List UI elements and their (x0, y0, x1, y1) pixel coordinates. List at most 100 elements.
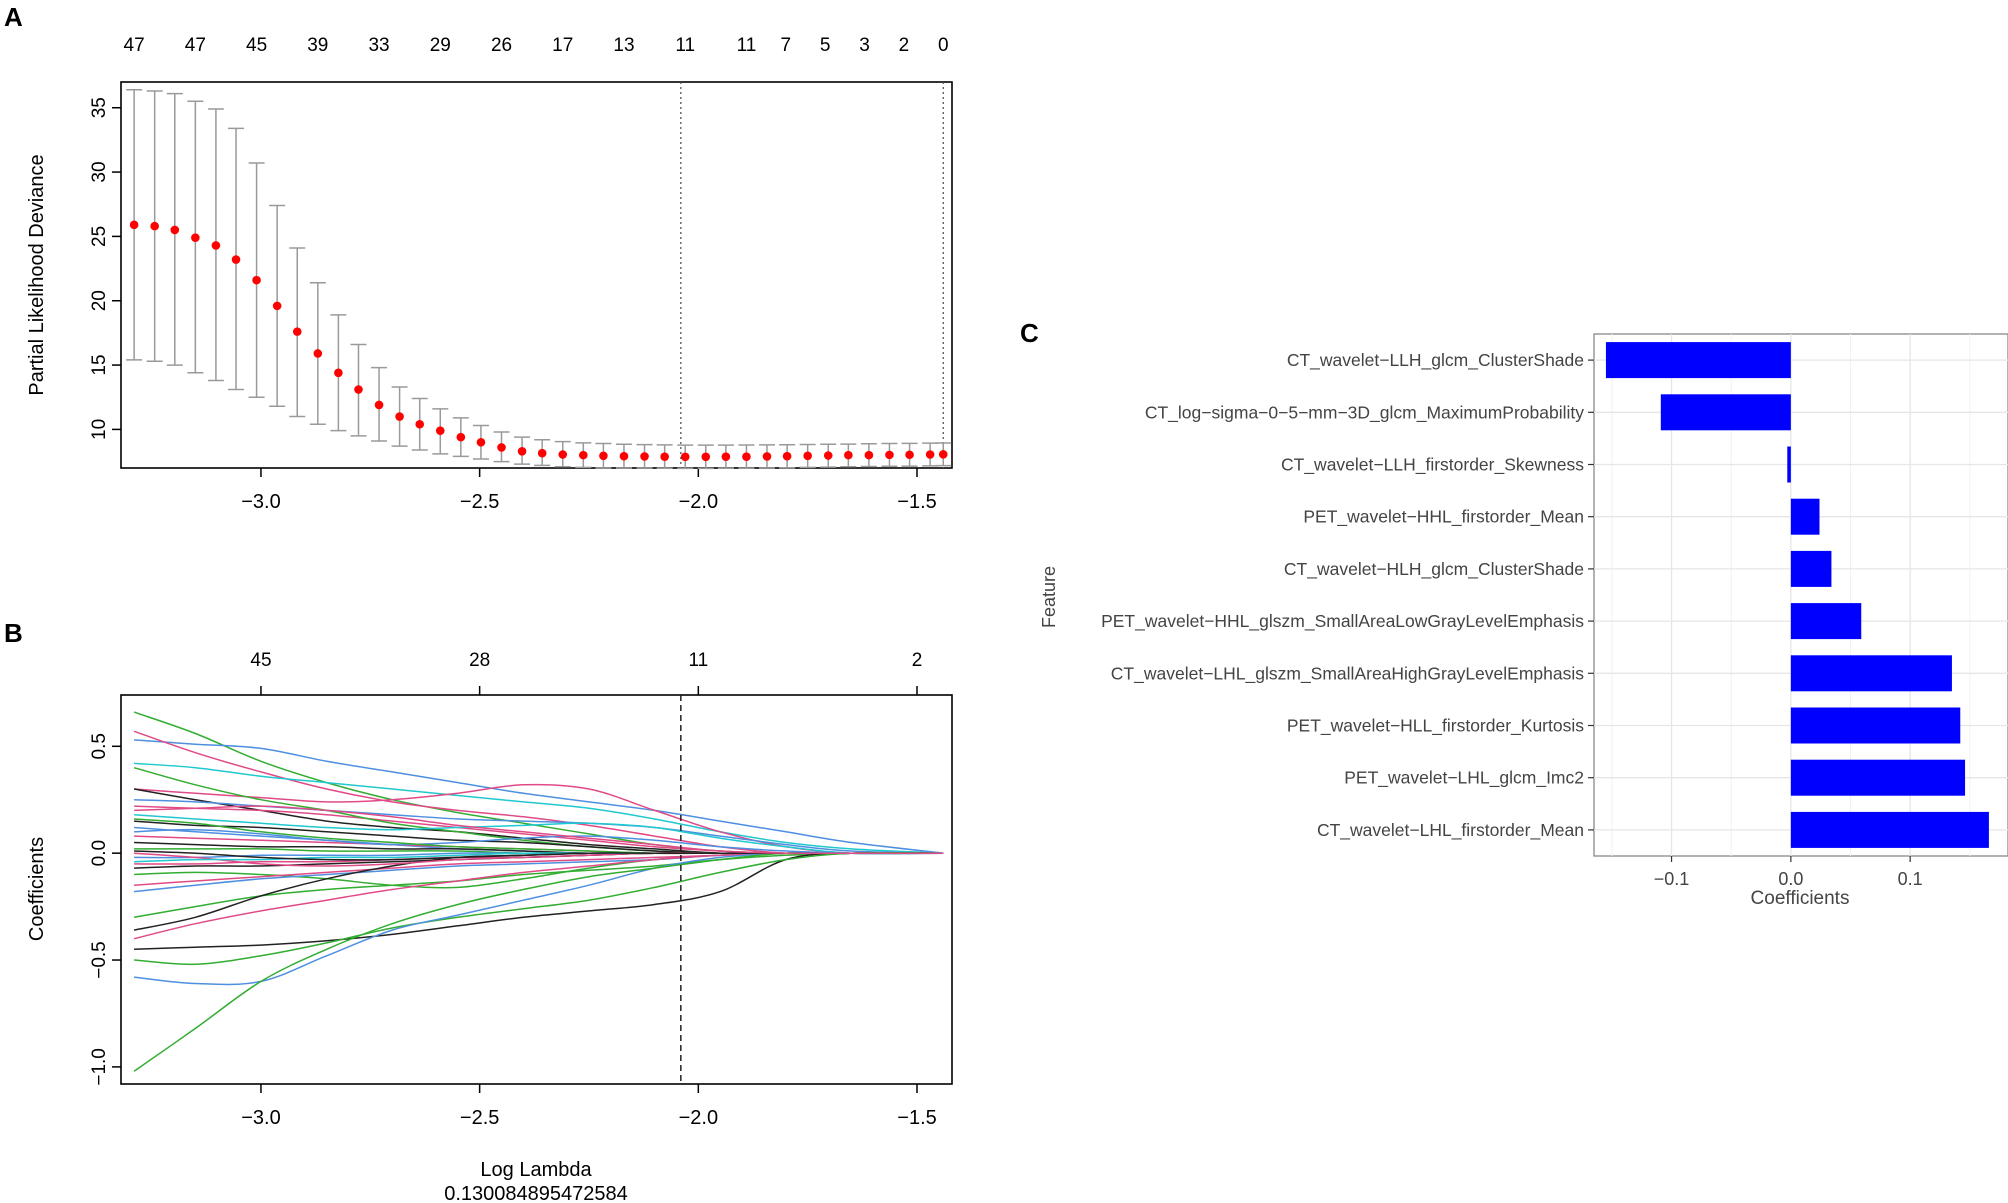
panel-c-ylabel: Feature (1039, 566, 1059, 628)
panel-a-point (150, 221, 159, 231)
panel-a-point (415, 419, 425, 429)
panel-c-bar (1790, 498, 1820, 535)
panel-b-series-line (134, 851, 944, 966)
panel-a-cv-plot: Partial Likelihood Deviance −3.0 −2.5 −2.0… (26, 35, 953, 513)
panel-a-top-count: 7 (781, 35, 792, 56)
panel-a-point (435, 426, 445, 435)
panel-a-point (938, 450, 948, 459)
panel-b-ytick-label: 0.0 (89, 840, 110, 866)
panel-a-point (721, 452, 731, 461)
panel-b-series-line (134, 762, 944, 854)
panel-label-c: C (1020, 318, 1039, 348)
panel-c-bar (1790, 655, 1952, 692)
panel-a-point (191, 233, 200, 242)
panel-a-point (558, 450, 568, 459)
panel-a-top-count: 13 (613, 35, 634, 56)
panel-b-ytick-label: −1.0 (89, 1048, 110, 1086)
panel-a-ytick-label: 25 (89, 226, 110, 247)
panel-a-ytick-label: 35 (89, 97, 110, 118)
panel-c-bar (1790, 550, 1832, 587)
panel-b-xtick-label: −3.0 (241, 1107, 280, 1129)
panel-a-xtick-label: −3.0 (241, 491, 280, 513)
panel-a-top-count: 11 (737, 35, 757, 56)
panel-a-top-count: 3 (859, 35, 870, 56)
panel-a-xtick-label: −1.5 (897, 491, 936, 513)
panel-b-top-count: 11 (688, 650, 708, 671)
panel-c-xlabel: Coefficients (1751, 888, 1850, 909)
panel-a-point (334, 368, 343, 378)
panel-a-top-count: 47 (185, 35, 206, 56)
panel-b-frame (120, 694, 953, 1085)
panel-label-b: B (4, 618, 23, 648)
panel-label-a: A (4, 2, 23, 32)
panel-b-xtick-label: −1.5 (897, 1107, 936, 1129)
panel-a-point (762, 452, 772, 461)
panel-c-xtick-label: 0.0 (1778, 869, 1803, 889)
panel-a-top-count: 5 (820, 35, 831, 56)
panel-c-category-label: PET_wavelet−HHL_glszm_SmallAreaLowGrayLe… (1101, 611, 1584, 632)
panel-c-xtick-label: −0.1 (1654, 869, 1690, 889)
panel-a-point (395, 412, 404, 421)
panel-c-xtick-label: 0.1 (1898, 869, 1923, 889)
panel-b-series-line (134, 805, 944, 855)
panel-a-point (252, 275, 261, 285)
panel-c-bar (1790, 811, 1989, 848)
panel-a-frame (120, 81, 953, 469)
panel-a-top-count: 2 (899, 35, 910, 56)
panel-b-series-line (134, 828, 944, 855)
panel-b-series-line (134, 739, 944, 854)
panel-a-xtick-label: −2.0 (679, 491, 718, 513)
panel-a-point (885, 450, 894, 460)
panel-b-series-line (134, 851, 944, 951)
panel-c-bar (1605, 342, 1791, 379)
panel-b-series-line (133, 711, 944, 855)
panel-a-point (782, 451, 792, 461)
panel-b-series-line (133, 852, 944, 931)
panel-a-ytick-label: 10 (89, 419, 110, 440)
panel-a-ylabel: Partial Likelihood Deviance (26, 154, 48, 395)
panel-b-ylabel: Coefficients (26, 837, 48, 941)
panel-a-point (619, 451, 629, 461)
panel-c-category-label: CT_wavelet−LLH_firstorder_Skewness (1281, 455, 1584, 476)
panel-a-point (701, 452, 711, 462)
panel-c-category-label: PET_wavelet−HLL_firstorder_Kurtosis (1287, 716, 1584, 737)
panel-c-category-label: CT_log−sigma−0−5−mm−3D_glcm_MaximumProba… (1145, 402, 1584, 423)
panel-b-series-line (134, 852, 944, 986)
panel-b-top-count: 45 (250, 650, 271, 671)
panel-a-point (456, 432, 466, 442)
panel-a-point (476, 437, 486, 447)
panel-b-xlabel-lambda: 0.130084895472584 (444, 1183, 628, 1203)
panel-b-series-line (133, 851, 944, 1072)
panel-a-point (742, 452, 751, 461)
panel-c-bar (1787, 446, 1791, 483)
panel-a-top-count: 29 (430, 35, 451, 56)
panel-a-point (864, 450, 874, 460)
panel-a-point (374, 400, 384, 410)
panel-a-point (640, 452, 649, 461)
panel-a-ytick-label: 15 (89, 354, 110, 375)
panel-c-category-label: CT_wavelet−LLH_glcm_ClusterShade (1287, 350, 1584, 371)
panel-a-point (313, 349, 323, 358)
panel-c-category-label: PET_wavelet−LHL_glcm_Imc2 (1344, 768, 1584, 789)
panel-a-point (537, 448, 547, 458)
panel-a-top-count: 0 (938, 35, 949, 56)
panel-a-point (354, 385, 363, 394)
panel-a-point (680, 452, 690, 462)
panel-a-point (599, 451, 608, 461)
panel-a-ytick-label: 30 (89, 161, 110, 182)
panel-a-top-count: 39 (307, 35, 328, 56)
panel-a-top-count: 47 (124, 35, 145, 56)
panel-c-category-label: CT_wavelet−HLH_glcm_ClusterShade (1284, 559, 1584, 580)
panel-c-category-label: PET_wavelet−HHL_firstorder_Mean (1303, 507, 1584, 528)
panel-b-top-count: 28 (469, 650, 490, 671)
panel-a-top-count: 11 (675, 35, 695, 56)
panel-c-bar (1660, 394, 1791, 431)
panel-a-xtick-label: −2.5 (460, 491, 499, 513)
panel-b-top-count: 2 (912, 650, 923, 671)
panel-a-point (517, 446, 527, 456)
panel-a-point (803, 451, 812, 461)
panel-a-point (925, 450, 935, 459)
panel-b-xtick-label: −2.5 (460, 1107, 499, 1129)
panel-a-point (231, 255, 241, 264)
panel-b-ytick-label: −0.5 (89, 941, 110, 979)
